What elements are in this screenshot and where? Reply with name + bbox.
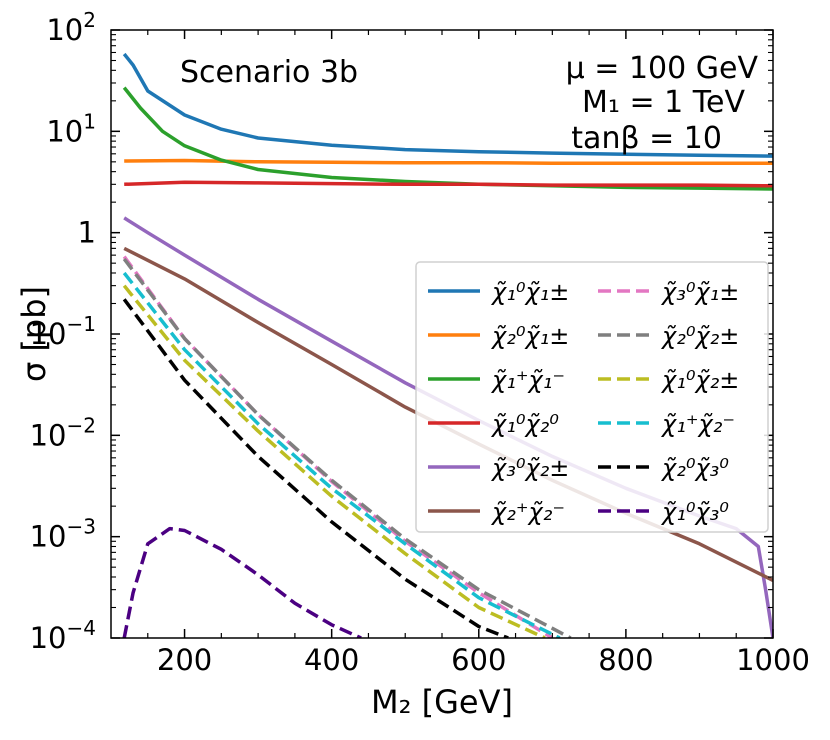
y-tick-exponent: −2 [67,413,96,437]
y-tick-base: 10 [46,13,83,47]
annotation-scenario: Scenario 3b [180,55,358,90]
legend-label-4: χ̃₁⁰χ̃₂⁰ [490,410,559,438]
legend-label-11: χ̃₂⁰χ̃₃⁰ [660,454,729,482]
legend-label-3: χ̃₁⁺χ̃₁⁻ [490,366,565,394]
series-line-3 [122,86,773,191]
y-tick-exponent: −4 [67,616,96,640]
annotation-mu: μ = 100 GeV [566,51,759,86]
legend-label-1: χ̃₁⁰χ̃₁± [490,278,569,306]
legend-label-12: χ̃₁⁰χ̃₃⁰ [660,498,729,526]
series-line-8 [122,257,572,638]
y-axis-title: σ [pb] [15,286,53,382]
y-tick-exponent: 2 [83,8,96,32]
x-axis-title: M₂ [GeV] [371,683,513,721]
series-line-12 [122,526,362,638]
legend-label-6: χ̃₂⁺χ̃₂⁻ [490,498,565,526]
y-tick-label: 102 [46,8,96,47]
x-tick-label: 600 [451,643,506,677]
y-tick-base: 1 [78,216,96,250]
legend-label-9: χ̃₁⁰χ̃₂± [660,366,739,394]
legend-box [415,261,769,533]
series-line-9 [122,284,546,638]
y-tick-label: 10−3 [30,515,96,554]
y-tick-label: 101 [46,109,96,148]
y-tick-base: 10 [46,114,83,148]
legend-label-8: χ̃₂⁰χ̃₂± [660,322,739,350]
legend-label-7: χ̃₃⁰χ̃₁± [660,278,739,306]
legend-label-2: χ̃₂⁰χ̃₁± [490,322,569,350]
series-line-4 [124,180,773,188]
y-tick-exponent: −3 [67,515,96,539]
y-tick-base: 10 [30,317,67,351]
y-tick-base: 10 [30,520,67,554]
x-tick-label: 800 [598,643,653,677]
y-tick-label: 10−4 [30,616,96,655]
y-tick-base: 10 [30,418,67,452]
y-tick-base: 10 [30,621,67,655]
annotation-tanbeta: tanβ = 10 [571,121,722,156]
series-line-1 [122,52,773,158]
x-tick-label: 400 [304,643,359,677]
annotation-m1: M₁ = 1 TeV [582,85,745,120]
y-tick-exponent: 1 [83,109,96,133]
legend-label-10: χ̃₁⁺χ̃₂⁻ [660,410,735,438]
series-line-11 [122,298,509,638]
series-layer [122,52,773,638]
y-tick-exponent: −1 [67,312,96,336]
legend: χ̃₁⁰χ̃₁± χ̃₂⁰χ̃₁± χ̃₁⁺χ̃₁⁻ χ̃₁⁰χ̃₂⁰ χ̃₃⁰χ̃₂±… [415,261,769,533]
y-tick-label: 10−2 [30,413,96,452]
y-tick-label: 10−1 [30,312,96,351]
series-line-10 [122,271,561,638]
x-tick-label: 1000 [736,643,810,677]
legend-label-5: χ̃₃⁰χ̃₂± [490,454,569,482]
plot-frame [110,29,774,639]
y-tick-label: 1 [78,216,96,250]
x-tick-label: 200 [157,643,212,677]
